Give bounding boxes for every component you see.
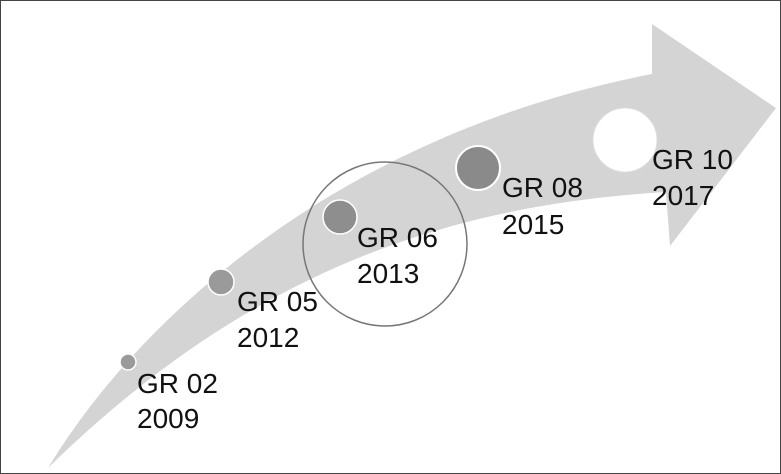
- node-dot: [455, 145, 501, 191]
- node-label: GR 02: [137, 368, 218, 399]
- node-year: 2017: [652, 180, 714, 211]
- node-label: GR 08: [502, 172, 583, 203]
- node-label: GR 06: [357, 222, 438, 253]
- node-label: GR 05: [237, 286, 318, 317]
- node-year: 2013: [357, 258, 419, 289]
- node-dot: [592, 107, 658, 173]
- node-label: GR 10: [652, 144, 733, 175]
- node-year: 2015: [502, 209, 564, 240]
- node-year: 2012: [237, 322, 299, 353]
- node-dot: [322, 199, 358, 235]
- highlight-ring: [302, 161, 468, 327]
- node-dot: [119, 353, 137, 371]
- node-dot: [207, 268, 235, 296]
- node-year: 2009: [137, 403, 199, 434]
